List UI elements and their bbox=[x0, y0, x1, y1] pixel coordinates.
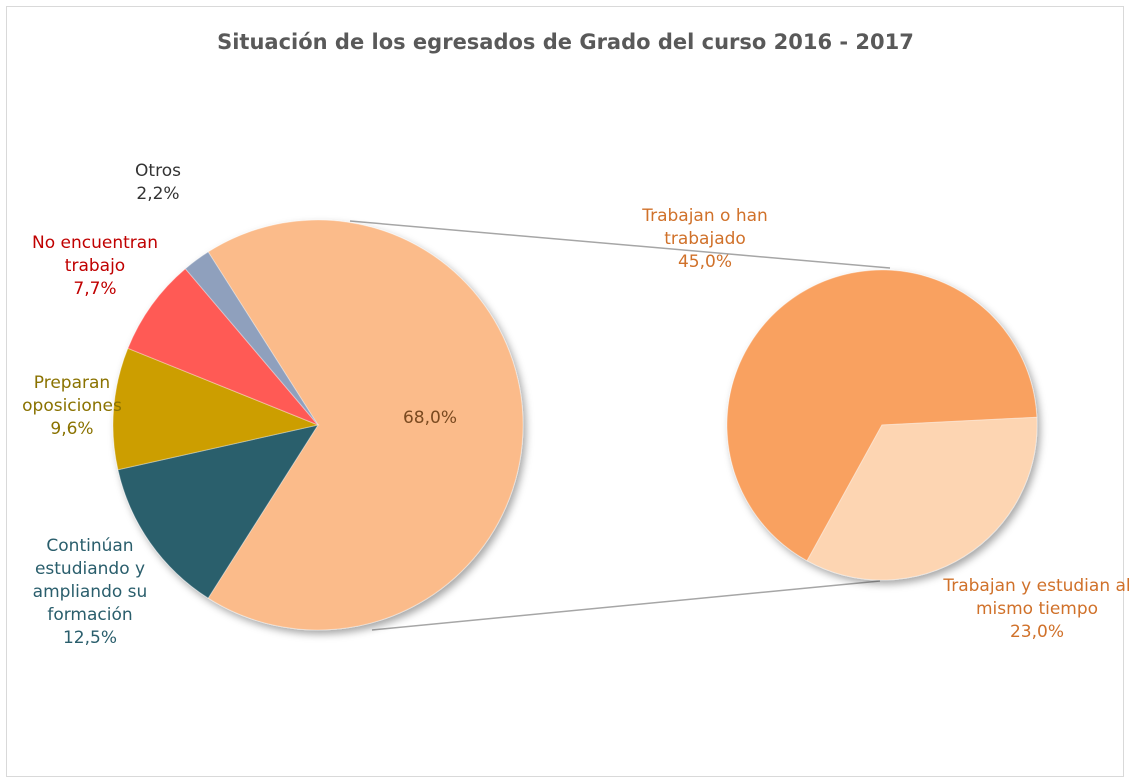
value-label: 23,0% bbox=[1009, 622, 1064, 642]
category-label: Preparan oposiciones bbox=[22, 373, 122, 416]
pie-slice bbox=[207, 219, 524, 631]
value-label: 12,5% bbox=[62, 628, 117, 648]
data-label: Otros 2,2% bbox=[118, 160, 198, 206]
data-label: Trabajan y estudian al mismo tiempo 23,0% bbox=[942, 575, 1131, 644]
connector-line bbox=[349, 220, 891, 269]
pie-slice bbox=[127, 267, 319, 426]
category-label: No encuentran trabajo bbox=[32, 233, 158, 276]
data-label: Continúan estudiando y ampliando su form… bbox=[20, 535, 160, 650]
data-label: No encuentran trabajo 7,7% bbox=[18, 232, 173, 301]
value-label: 2,2% bbox=[136, 184, 180, 204]
pie-slice bbox=[726, 269, 1038, 562]
data-label: Trabajan o han trabajado 45,0% bbox=[625, 205, 785, 274]
pie-slice bbox=[806, 416, 1038, 581]
category-label: Continúan estudiando y ampliando su form… bbox=[32, 536, 148, 625]
pie-slice bbox=[184, 251, 319, 426]
category-label: Trabajan y estudian al mismo tiempo bbox=[943, 576, 1131, 619]
value-label: 45,0% bbox=[677, 252, 732, 272]
category-label: Trabajan o han trabajado bbox=[642, 206, 768, 249]
value-label: 9,6% bbox=[50, 419, 94, 439]
category-label: Otros bbox=[135, 161, 181, 181]
value-label: 7,7% bbox=[73, 279, 117, 299]
connector-line bbox=[371, 580, 881, 631]
pie-slice bbox=[112, 347, 320, 471]
value-label: 68,0% bbox=[402, 408, 457, 428]
data-label: Preparan oposiciones 9,6% bbox=[17, 372, 127, 441]
data-label: 68,0% bbox=[380, 407, 480, 430]
chart-title: Situación de los egresados de Grado del … bbox=[217, 30, 914, 54]
pie-slice bbox=[117, 424, 320, 599]
pies bbox=[112, 219, 1038, 631]
